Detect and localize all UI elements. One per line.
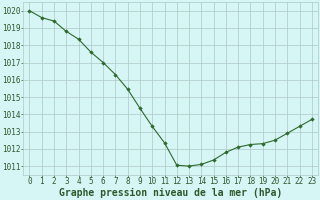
X-axis label: Graphe pression niveau de la mer (hPa): Graphe pression niveau de la mer (hPa) xyxy=(59,188,282,198)
